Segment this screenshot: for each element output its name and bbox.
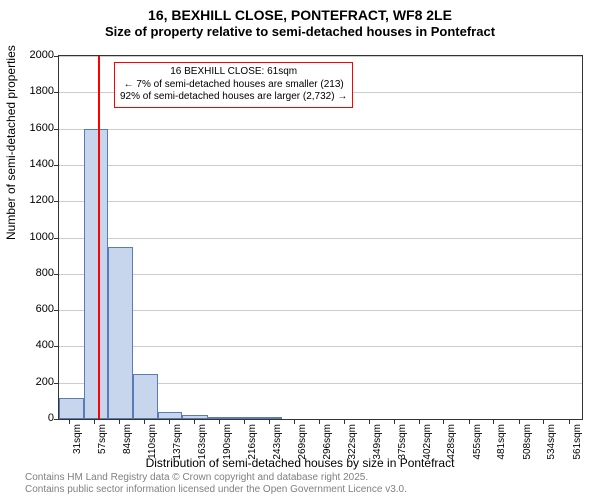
xtick-mark	[244, 419, 245, 424]
gridline	[59, 274, 582, 275]
bar	[232, 417, 257, 419]
xtick-mark	[419, 419, 420, 424]
xtick-mark	[493, 419, 494, 424]
xtick-mark	[394, 419, 395, 424]
annotation-line2: ← 7% of semi-detached houses are smaller…	[120, 79, 347, 92]
ytick-label: 800	[36, 267, 54, 279]
xtick-label: 243sqm	[272, 424, 283, 460]
ytick-mark	[54, 238, 59, 239]
xtick-label: 349sqm	[372, 424, 383, 460]
gridline	[59, 346, 582, 347]
xtick-label: 428sqm	[446, 424, 457, 460]
xtick-label: 322sqm	[347, 424, 358, 460]
ytick-mark	[54, 346, 59, 347]
y-axis-label: Number of semi-detached properties	[4, 45, 18, 240]
x-axis-label: Distribution of semi-detached houses by …	[0, 456, 600, 470]
ytick-mark	[54, 274, 59, 275]
gridline	[59, 56, 582, 57]
xtick-mark	[144, 419, 145, 424]
plot-area: 16 BEXHILL CLOSE: 61sqm← 7% of semi-deta…	[58, 55, 583, 420]
xtick-label: 31sqm	[72, 424, 83, 460]
annotation-line1: 16 BEXHILL CLOSE: 61sqm	[120, 66, 347, 79]
xtick-label: 269sqm	[297, 424, 308, 460]
xtick-mark	[443, 419, 444, 424]
ytick-label: 1600	[30, 122, 54, 134]
xtick-mark	[469, 419, 470, 424]
marker-line	[98, 56, 100, 419]
footnote: Contains HM Land Registry data © Crown c…	[25, 472, 407, 496]
gridline	[59, 310, 582, 311]
ytick-mark	[54, 310, 59, 311]
xtick-label: 216sqm	[247, 424, 258, 460]
xtick-label: 84sqm	[122, 424, 133, 460]
xtick-label: 110sqm	[147, 424, 158, 460]
chart-container: 16, BEXHILL CLOSE, PONTEFRACT, WF8 2LE S…	[0, 0, 600, 500]
xtick-mark	[219, 419, 220, 424]
xtick-mark	[69, 419, 70, 424]
xtick-label: 561sqm	[572, 424, 583, 460]
annotation-box: 16 BEXHILL CLOSE: 61sqm← 7% of semi-deta…	[114, 62, 353, 108]
xtick-mark	[344, 419, 345, 424]
bar	[59, 398, 84, 419]
bar	[108, 247, 133, 419]
xtick-label: 534sqm	[546, 424, 557, 460]
ytick-label: 400	[36, 339, 54, 351]
footnote-line1: Contains HM Land Registry data © Crown c…	[25, 472, 407, 484]
ytick-mark	[54, 165, 59, 166]
ytick-label: 1000	[30, 231, 54, 243]
annotation-line3: 92% of semi-detached houses are larger (…	[120, 91, 347, 104]
xtick-label: 455sqm	[472, 424, 483, 460]
xtick-label: 508sqm	[522, 424, 533, 460]
xtick-mark	[194, 419, 195, 424]
xtick-mark	[119, 419, 120, 424]
xtick-label: 137sqm	[172, 424, 183, 460]
ytick-mark	[54, 419, 59, 420]
ytick-mark	[54, 56, 59, 57]
bar	[158, 412, 183, 419]
xtick-mark	[269, 419, 270, 424]
xtick-mark	[369, 419, 370, 424]
xtick-mark	[294, 419, 295, 424]
ytick-label: 600	[36, 303, 54, 315]
gridline	[59, 238, 582, 239]
xtick-mark	[319, 419, 320, 424]
xtick-label: 375sqm	[397, 424, 408, 460]
xtick-mark	[569, 419, 570, 424]
ytick-mark	[54, 383, 59, 384]
title-address: 16, BEXHILL CLOSE, PONTEFRACT, WF8 2LE	[0, 6, 600, 24]
bar	[84, 129, 109, 419]
ytick-label: 1400	[30, 158, 54, 170]
bar	[133, 374, 158, 419]
ytick-label: 1800	[30, 85, 54, 97]
xtick-mark	[169, 419, 170, 424]
ytick-label: 200	[36, 376, 54, 388]
xtick-label: 57sqm	[97, 424, 108, 460]
ytick-label: 1200	[30, 194, 54, 206]
xtick-mark	[94, 419, 95, 424]
ytick-mark	[54, 129, 59, 130]
chart-title: 16, BEXHILL CLOSE, PONTEFRACT, WF8 2LE S…	[0, 0, 600, 41]
xtick-mark	[519, 419, 520, 424]
xtick-label: 163sqm	[197, 424, 208, 460]
ytick-label: 2000	[30, 49, 54, 61]
title-subtitle: Size of property relative to semi-detach…	[0, 24, 600, 41]
footnote-line2: Contains public sector information licen…	[25, 484, 407, 496]
gridline	[59, 165, 582, 166]
ytick-mark	[54, 201, 59, 202]
gridline	[59, 201, 582, 202]
bar	[182, 415, 207, 419]
xtick-label: 190sqm	[222, 424, 233, 460]
gridline	[59, 129, 582, 130]
xtick-label: 481sqm	[496, 424, 507, 460]
ytick-mark	[54, 92, 59, 93]
xtick-mark	[543, 419, 544, 424]
ytick-label: 0	[48, 412, 54, 424]
xtick-label: 402sqm	[422, 424, 433, 460]
xtick-label: 296sqm	[322, 424, 333, 460]
